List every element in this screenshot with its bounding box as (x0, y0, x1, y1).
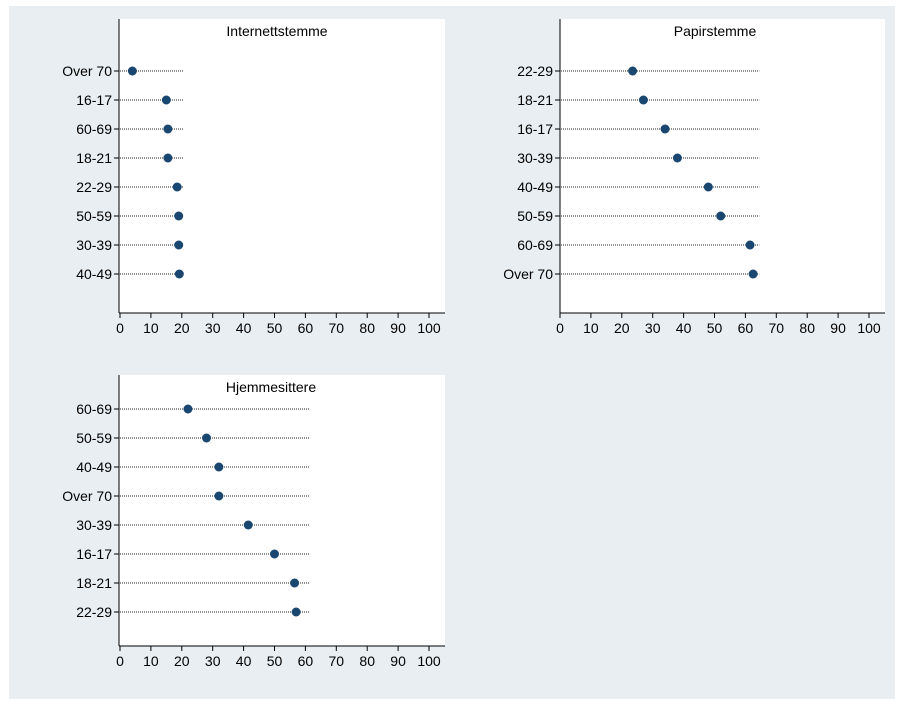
data-point (183, 404, 193, 414)
category-label: Over 70 (62, 63, 112, 79)
x-tick-label: 0 (116, 653, 124, 669)
data-point (214, 462, 224, 472)
data-point (703, 182, 713, 192)
x-tick-label: 30 (645, 320, 661, 336)
x-tick-label: 100 (417, 320, 441, 336)
x-tick-label: 70 (329, 320, 345, 336)
data-point (243, 520, 253, 530)
plot-area (560, 19, 885, 313)
data-point (202, 433, 212, 443)
data-point (290, 578, 300, 588)
panel-title: Internettstemme (226, 23, 327, 39)
data-point (214, 491, 224, 501)
data-point (163, 153, 173, 163)
panel-3: Hjemmesittere 0 10 20 30 40 50 60 70 80 90 100 60-69… (62, 375, 445, 669)
plot-area (119, 19, 445, 313)
panel-title: Hjemmesittere (226, 379, 316, 395)
x-tick-label: 20 (614, 320, 630, 336)
x-tick-label: 30 (205, 320, 221, 336)
x-tick-label: 10 (143, 320, 159, 336)
plot-area (119, 375, 445, 646)
x-tick-label: 40 (236, 320, 252, 336)
x-tick-label: 90 (830, 320, 846, 336)
x-tick-label: 60 (298, 653, 314, 669)
category-label: 50-59 (76, 208, 112, 224)
data-point (748, 269, 758, 279)
x-tick-label: 20 (174, 653, 190, 669)
data-point (163, 124, 173, 134)
x-tick-label: 90 (390, 653, 406, 669)
category-label: Over 70 (503, 266, 553, 282)
data-point (628, 66, 638, 76)
data-point (174, 211, 184, 221)
data-point (291, 607, 301, 617)
data-point (172, 182, 182, 192)
category-label: 18-21 (76, 150, 112, 166)
x-tick-label: 100 (857, 320, 881, 336)
x-tick-label: 10 (143, 653, 159, 669)
category-label: 16-17 (76, 92, 112, 108)
category-label: 60-69 (517, 237, 553, 253)
data-point (174, 269, 184, 279)
x-tick-label: 0 (556, 320, 564, 336)
category-label: 18-21 (517, 92, 553, 108)
category-label: 16-17 (76, 546, 112, 562)
data-point (161, 95, 171, 105)
panel-title: Papirstemme (674, 23, 757, 39)
data-point (672, 153, 682, 163)
category-label: 40-49 (76, 459, 112, 475)
x-tick-label: 50 (267, 320, 283, 336)
category-label: 40-49 (76, 266, 112, 282)
x-tick-label: 70 (769, 320, 785, 336)
data-point (270, 549, 279, 559)
figure-background: Internettstemme 0 10 20 30 40 50 60 70 80 90 100 Ove… (9, 6, 895, 699)
x-tick-label: 50 (707, 320, 723, 336)
x-tick-label: 60 (738, 320, 754, 336)
data-point (638, 95, 648, 105)
data-point (174, 240, 184, 250)
category-label: 60-69 (76, 121, 112, 137)
category-label: 22-29 (76, 179, 112, 195)
x-tick-label: 60 (298, 320, 314, 336)
category-label: 50-59 (517, 208, 553, 224)
x-tick-label: 50 (267, 653, 283, 669)
category-label: 22-29 (76, 604, 112, 620)
x-tick-label: 80 (359, 320, 375, 336)
category-label: 30-39 (517, 150, 553, 166)
data-point (745, 240, 755, 250)
panel-1: Internettstemme 0 10 20 30 40 50 60 70 80 90 100 Ove… (62, 19, 445, 336)
data-point (660, 124, 670, 134)
category-label: 16-17 (517, 121, 553, 137)
panel-2: Papirstemme 0 10 20 30 40 50 60 70 80 90 100 22-29 18… (503, 19, 885, 336)
x-tick-label: 100 (417, 653, 441, 669)
x-tick-label: 80 (799, 320, 815, 336)
x-tick-label: 70 (329, 653, 345, 669)
x-tick-label: 10 (583, 320, 599, 336)
data-point (127, 66, 137, 76)
x-tick-label: 30 (205, 653, 221, 669)
x-tick-label: 90 (390, 320, 406, 336)
category-label: 22-29 (517, 63, 553, 79)
category-label: 40-49 (517, 179, 553, 195)
category-label: 50-59 (76, 430, 112, 446)
category-label: 60-69 (76, 401, 112, 417)
x-tick-label: 40 (676, 320, 692, 336)
x-tick-label: 20 (174, 320, 190, 336)
category-label: Over 70 (62, 488, 112, 504)
data-point (716, 211, 726, 221)
x-tick-label: 40 (236, 653, 252, 669)
category-label: 30-39 (76, 237, 112, 253)
x-tick-label: 0 (116, 320, 124, 336)
category-label: 18-21 (76, 575, 112, 591)
x-tick-label: 80 (359, 653, 375, 669)
category-label: 30-39 (76, 517, 112, 533)
